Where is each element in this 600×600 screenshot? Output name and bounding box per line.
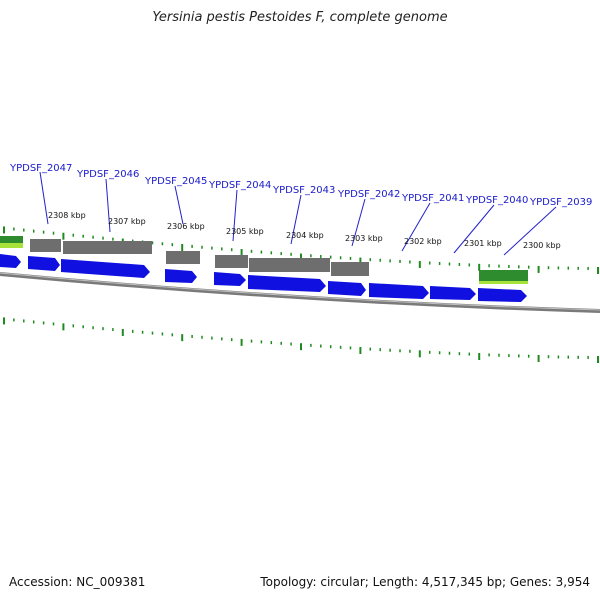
gene-feature[interactable] <box>249 258 330 272</box>
gene-label[interactable]: YPDSF_2040 <box>465 195 528 206</box>
cds-track <box>0 254 527 302</box>
kbp-label: 2308 kbp <box>48 211 86 220</box>
cds-arrow[interactable] <box>248 275 326 292</box>
gene-label[interactable]: YPDSF_2042 <box>337 189 400 200</box>
map-title: Yersinia pestis Pestoides F, complete ge… <box>152 10 448 25</box>
lower-tick-ring <box>3 317 599 363</box>
other-feature-highlight <box>0 243 23 248</box>
accession-label: Accession: NC_009381 <box>9 575 146 589</box>
gene-labels: YPDSF_2047 YPDSF_2046 YPDSF_2045 YPDSF_2… <box>9 163 592 256</box>
gene-feature[interactable] <box>331 262 369 276</box>
gene-label[interactable]: YPDSF_2043 <box>272 185 335 196</box>
kbp-label: 2305 kbp <box>226 227 264 236</box>
upper-tick-ring <box>3 226 599 274</box>
kbp-label: 2303 kbp <box>345 234 383 243</box>
cds-arrow[interactable] <box>214 272 246 286</box>
cds-arrow[interactable] <box>328 281 366 296</box>
kbp-label: 2300 kbp <box>523 241 561 250</box>
gene-label[interactable]: YPDSF_2047 <box>9 163 72 174</box>
gene-feature[interactable] <box>215 255 248 268</box>
kbp-label: 2302 kbp <box>404 237 442 246</box>
gene-label[interactable]: YPDSF_2039 <box>529 197 592 208</box>
gene-feature[interactable] <box>166 251 200 264</box>
cds-arrow[interactable] <box>165 269 197 283</box>
kbp-label: 2306 kbp <box>167 222 205 231</box>
kbp-labels: 2308 kbp 2307 kbp 2306 kbp 2305 kbp 2304… <box>48 211 561 250</box>
cds-arrow[interactable] <box>61 259 150 278</box>
genome-summary: Topology: circular; Length: 4,517,345 bp… <box>260 575 590 589</box>
cds-arrow[interactable] <box>478 288 527 302</box>
gene-track <box>0 236 528 284</box>
genome-backbone <box>0 272 600 313</box>
other-feature-highlight <box>479 281 528 284</box>
other-feature[interactable] <box>479 270 528 283</box>
gene-label[interactable]: YPDSF_2041 <box>401 193 464 204</box>
gene-feature[interactable] <box>30 239 61 252</box>
cds-arrow[interactable] <box>0 254 21 268</box>
cds-arrow[interactable] <box>430 286 476 300</box>
gene-label[interactable]: YPDSF_2045 <box>144 176 207 187</box>
cds-arrow[interactable] <box>28 256 60 271</box>
gene-label[interactable]: YPDSF_2044 <box>208 180 271 191</box>
kbp-label: 2304 kbp <box>286 231 324 240</box>
kbp-label: 2301 kbp <box>464 239 502 248</box>
gene-feature[interactable] <box>63 241 152 254</box>
cds-arrow[interactable] <box>369 283 429 299</box>
kbp-label: 2307 kbp <box>108 217 146 226</box>
other-feature[interactable] <box>0 236 23 244</box>
gene-label[interactable]: YPDSF_2046 <box>76 169 139 180</box>
